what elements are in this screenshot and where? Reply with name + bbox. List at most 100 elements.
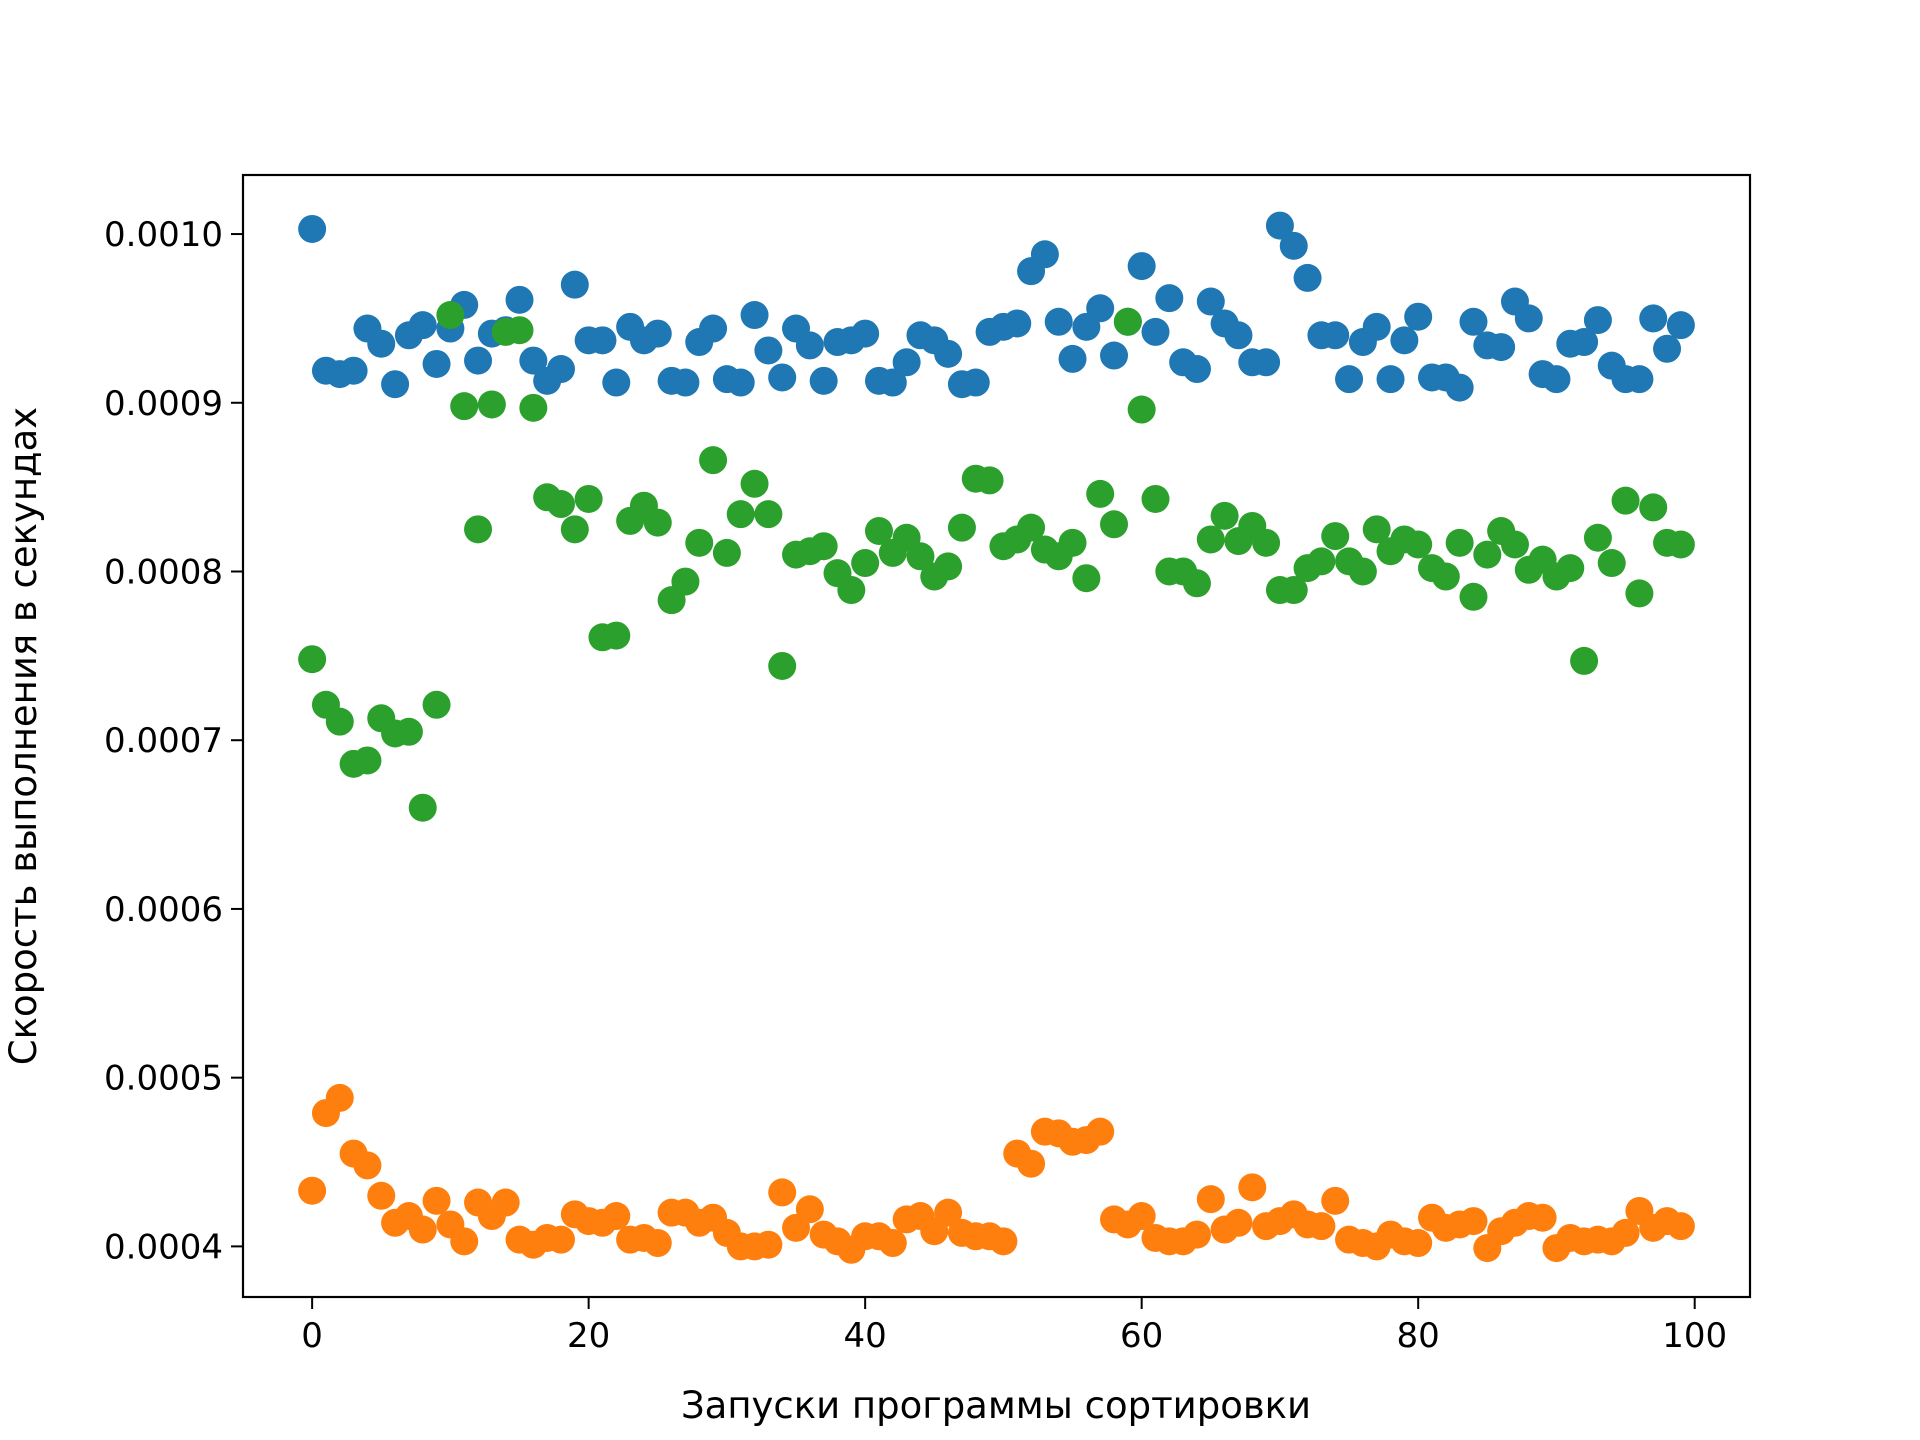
data-point [381,370,410,399]
data-point [740,469,769,498]
data-point [450,392,479,421]
data-point [1293,263,1322,292]
data-point [394,717,423,746]
plot-frame [241,173,1752,1299]
data-point [740,301,769,330]
data-point [975,466,1004,495]
data-point [408,1215,437,1244]
data-point [1459,582,1488,611]
data-point [1459,307,1488,336]
data-point [726,368,755,397]
data-point [754,1230,783,1259]
data-point [367,1181,396,1210]
data-point [934,552,963,581]
data-point [1196,1185,1225,1214]
data-point [1100,510,1129,539]
data-point [934,339,963,368]
data-point [464,515,493,544]
series-3 [298,301,1695,822]
data-point [809,532,838,561]
y-tick-label: 0.0004 [104,1227,223,1267]
data-point [1265,211,1294,240]
data-point [367,329,396,358]
data-point [436,301,465,330]
data-point [851,319,880,348]
data-point [1058,344,1087,373]
data-point [1127,395,1156,424]
data-point [892,348,921,377]
x-tick-label: 0 [301,1316,323,1356]
y-tick-label: 0.0009 [104,384,223,424]
data-point [1542,365,1571,394]
data-point [643,1229,672,1258]
data-point [1597,549,1626,578]
x-tick-label: 100 [1662,1316,1727,1356]
data-point [1404,530,1433,559]
data-point [1459,1207,1488,1236]
data-point [1238,1173,1267,1202]
x-tick-label: 60 [1120,1316,1163,1356]
data-point [1017,1149,1046,1178]
x-tick-label: 20 [567,1316,610,1356]
y-tick-label: 0.0005 [104,1059,223,1099]
data-point [1500,530,1529,559]
data-point [1570,646,1599,675]
data-point [325,707,354,736]
data-point [1583,306,1612,335]
data-point [588,326,617,355]
data-point [519,346,548,375]
y-tick-label: 0.0010 [104,215,223,255]
data-point [298,214,327,243]
data-point [505,285,534,314]
data-point [837,576,866,605]
data-point [809,366,838,395]
data-point [408,793,437,822]
data-point [1321,321,1350,350]
series-2 [298,1083,1695,1264]
data-point [546,1225,575,1254]
data-point [643,508,672,537]
data-point [1141,484,1170,513]
data-point [1321,1186,1350,1215]
data-point [1445,528,1474,557]
data-point [1390,326,1419,355]
data-point [1487,333,1516,362]
data-point [1404,1229,1433,1258]
data-point [1252,528,1281,557]
data-point [464,346,493,375]
data-point [422,1186,451,1215]
data-point [726,500,755,529]
data-point [1376,365,1405,394]
data-point [1030,240,1059,269]
data-point [519,393,548,422]
data-point [961,368,990,397]
x-tick-label: 40 [844,1316,887,1356]
y-tick-label: 0.0006 [104,890,223,930]
data-point [1307,1212,1336,1241]
data-point [1611,1218,1640,1247]
data-point [699,446,728,475]
data-point [1362,312,1391,341]
data-point [408,311,437,340]
data-point [1113,307,1142,336]
data-point [934,1198,963,1227]
data-point [1528,1203,1557,1232]
data-point [768,1178,797,1207]
series-1 [298,211,1695,402]
x-tick-label: 80 [1397,1316,1440,1356]
data-point [1086,294,1115,323]
data-point [1127,1202,1156,1231]
data-point [1473,540,1502,569]
data-point [505,316,534,345]
data-point [422,349,451,378]
data-point [1017,513,1046,542]
axis-ticks: 0 20 40 60 80 100 0.0004 0.0005 0.0006 0.0007 0.00… [104,215,1727,1356]
y-tick-label: 0.0008 [104,552,223,592]
data-point [602,621,631,650]
data-point [1058,528,1087,557]
data-point [671,368,700,397]
data-point [1556,554,1585,583]
data-point [546,355,575,384]
data-point [1653,334,1682,363]
